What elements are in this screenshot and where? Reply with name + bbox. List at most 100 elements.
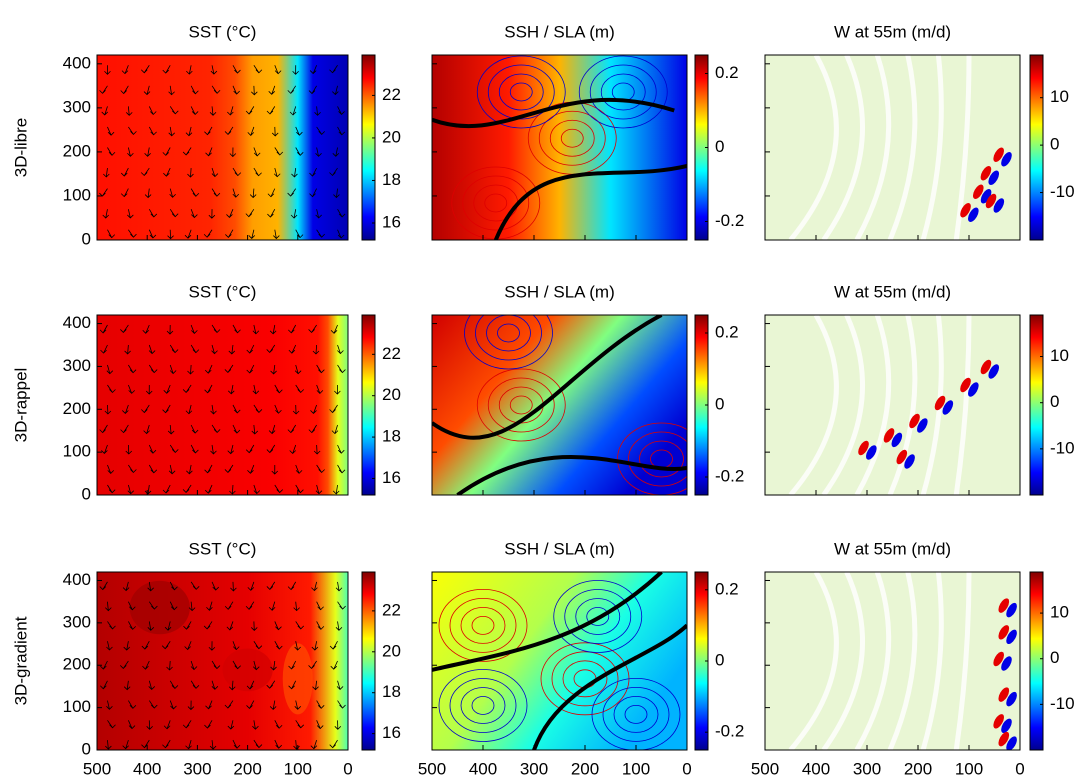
axes-frame (764, 571, 1021, 751)
x-tick-label: 200 (571, 759, 599, 778)
panel (432, 55, 687, 240)
colorbar (1029, 571, 1044, 751)
colorbar-tick-label: -10 (1050, 182, 1075, 201)
streak (788, 572, 839, 750)
w-cell (993, 147, 1004, 162)
velocity-arrow (106, 364, 114, 375)
velocity-arrow (253, 640, 263, 650)
w-cell (985, 193, 997, 209)
velocity-arrow (329, 404, 338, 414)
velocity-arrow (128, 364, 137, 374)
colorbar-tick-label: 22 (382, 600, 401, 619)
sst-patch (282, 643, 313, 715)
contour (449, 678, 517, 733)
contour (538, 110, 606, 166)
velocity-arrow (185, 739, 192, 750)
velocity-arrow (246, 680, 255, 690)
velocity-arrow (330, 660, 338, 670)
axes-frame (96, 571, 349, 751)
velocity-arrow (292, 65, 299, 75)
velocity-arrow (210, 444, 217, 455)
streak (953, 55, 972, 240)
velocity-arrow (273, 229, 280, 240)
velocity-arrow (169, 581, 178, 591)
zero-contour (432, 572, 663, 672)
velocity-arrow (190, 680, 200, 689)
contour (509, 82, 533, 102)
velocity-arrow (248, 229, 256, 240)
w-cell (980, 166, 992, 181)
velocity-arrow (334, 720, 342, 730)
velocity-arrow (316, 464, 325, 474)
velocity-arrow (337, 208, 346, 218)
velocity-arrow (270, 660, 277, 671)
velocity-arrow (245, 601, 255, 610)
velocity-arrow (333, 188, 340, 199)
velocity-arrow (253, 739, 263, 749)
velocity-arrow (316, 229, 325, 238)
streak (887, 572, 918, 750)
velocity-arrow (148, 344, 156, 355)
velocity-arrow (290, 209, 298, 219)
colorbar-tick-label: 18 (382, 427, 401, 446)
velocity-arrow (295, 720, 305, 729)
velocity-arrow (148, 464, 158, 474)
velocity-arrow (184, 641, 192, 651)
streak (887, 315, 918, 495)
velocity-arrow (316, 126, 325, 135)
x-tick-label: 500 (751, 759, 779, 778)
velocity-arrow (183, 621, 192, 630)
colorbar-tick-label: 0.2 (715, 63, 739, 82)
velocity-arrow (226, 621, 234, 631)
velocity-arrow (226, 209, 234, 219)
velocity-arrow (245, 208, 255, 218)
velocity-arrow (308, 324, 317, 334)
w-cell (998, 731, 1010, 747)
velocity-arrow (99, 188, 108, 197)
y-tick-label: 100 (63, 697, 91, 716)
velocity-arrow (337, 601, 346, 610)
velocity-arrow (266, 106, 276, 115)
velocity-arrow (161, 640, 171, 650)
colorbar-tick-label: 0.2 (715, 322, 739, 341)
velocity-arrow (274, 65, 282, 75)
streak (821, 572, 866, 750)
velocity-arrow (203, 229, 213, 238)
velocity-arrow (208, 641, 216, 651)
velocity-arrow (315, 484, 323, 495)
velocity-arrow (271, 126, 279, 137)
contour (475, 315, 542, 361)
row-label: 3D-rappel (11, 368, 30, 443)
velocity-arrow (120, 188, 129, 198)
velocity-arrow (229, 147, 237, 158)
streak (920, 55, 944, 240)
panel-title: W at 55m (m/d) (834, 22, 951, 41)
velocity-arrow (190, 188, 200, 197)
velocity-arrow (101, 444, 108, 455)
velocity-arrow (295, 621, 305, 630)
colorbar-tick-label: 20 (382, 385, 401, 404)
velocity-arrow (206, 601, 213, 611)
velocity-arrow (294, 700, 302, 710)
contour (462, 175, 530, 231)
velocity-arrow (224, 700, 234, 709)
zero-contour (456, 454, 687, 495)
velocity-arrow (337, 464, 346, 474)
velocity-arrow (289, 444, 297, 455)
velocity-arrow (310, 404, 318, 415)
velocity-arrow (245, 444, 255, 454)
velocity-arrow (227, 106, 234, 116)
velocity-arrow (204, 464, 213, 474)
velocity-arrow (106, 641, 113, 651)
velocity-arrow (128, 700, 137, 709)
y-tick-label: 400 (63, 53, 91, 72)
velocity-arrow (128, 126, 137, 135)
velocity-arrow (253, 147, 261, 157)
colorbar-tick-label: 0 (1050, 648, 1059, 667)
axes-frame (431, 314, 688, 496)
streak (821, 55, 866, 240)
contour (617, 422, 687, 495)
velocity-arrow (104, 65, 111, 75)
contour (449, 598, 517, 653)
